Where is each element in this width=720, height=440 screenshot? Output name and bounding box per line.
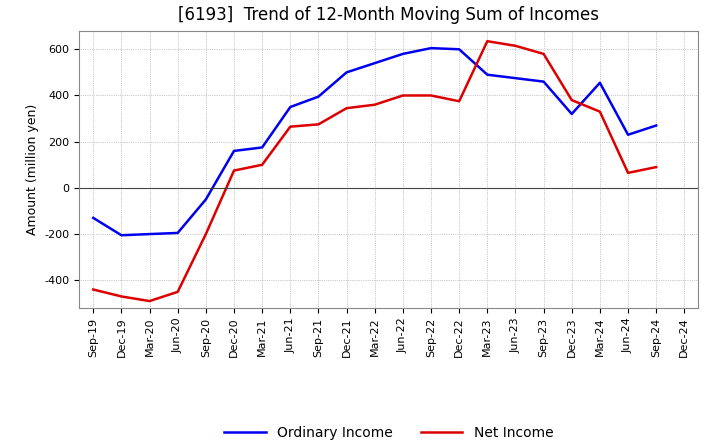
Net Income	[539, 51, 548, 56]
Net Income	[595, 109, 604, 114]
Ordinary Income	[539, 79, 548, 84]
Line: Net Income: Net Income	[94, 41, 656, 301]
Net Income	[455, 99, 464, 104]
Net Income	[286, 124, 294, 129]
Net Income	[174, 289, 182, 294]
Net Income	[314, 122, 323, 127]
Ordinary Income	[624, 132, 632, 137]
Net Income	[202, 231, 210, 237]
Ordinary Income	[286, 104, 294, 110]
Net Income	[230, 168, 238, 173]
Line: Ordinary Income: Ordinary Income	[94, 48, 656, 235]
Net Income	[258, 162, 266, 167]
Ordinary Income	[511, 76, 520, 81]
Ordinary Income	[455, 47, 464, 52]
Net Income	[399, 93, 408, 98]
Ordinary Income	[145, 231, 154, 237]
Net Income	[117, 294, 126, 299]
Net Income	[624, 170, 632, 176]
Ordinary Income	[652, 123, 660, 128]
Ordinary Income	[399, 51, 408, 56]
Net Income	[427, 93, 436, 98]
Ordinary Income	[483, 72, 492, 77]
Legend: Ordinary Income, Net Income: Ordinary Income, Net Income	[219, 420, 559, 440]
Ordinary Income	[258, 145, 266, 150]
Ordinary Income	[314, 94, 323, 99]
Ordinary Income	[427, 45, 436, 51]
Net Income	[89, 287, 98, 292]
Ordinary Income	[89, 215, 98, 220]
Ordinary Income	[595, 80, 604, 85]
Title: [6193]  Trend of 12-Month Moving Sum of Incomes: [6193] Trend of 12-Month Moving Sum of I…	[179, 6, 599, 24]
Net Income	[370, 102, 379, 107]
Net Income	[652, 165, 660, 170]
Ordinary Income	[567, 111, 576, 117]
Ordinary Income	[174, 230, 182, 235]
Net Income	[342, 106, 351, 111]
Ordinary Income	[230, 148, 238, 154]
Net Income	[567, 97, 576, 103]
Ordinary Income	[370, 60, 379, 66]
Ordinary Income	[342, 70, 351, 75]
Y-axis label: Amount (million yen): Amount (million yen)	[26, 104, 39, 235]
Net Income	[145, 298, 154, 304]
Net Income	[483, 39, 492, 44]
Ordinary Income	[117, 233, 126, 238]
Ordinary Income	[202, 197, 210, 202]
Net Income	[511, 43, 520, 48]
